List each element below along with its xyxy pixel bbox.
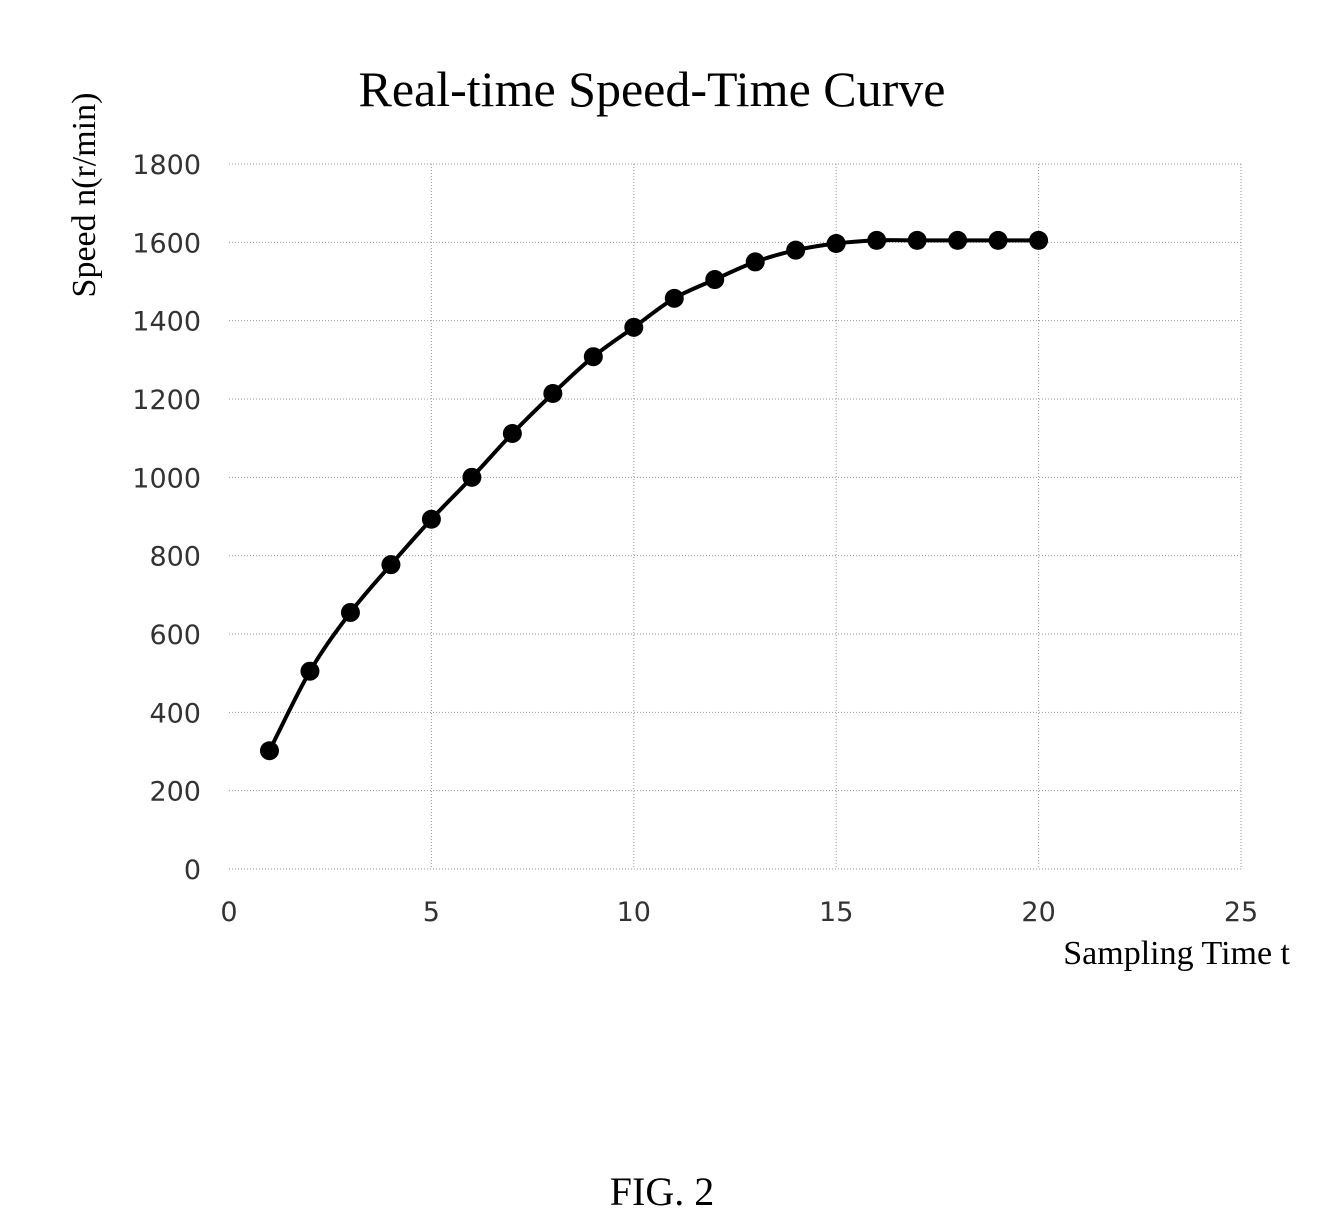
- data-point: [705, 270, 725, 290]
- data-point: [624, 317, 644, 337]
- x-tick-label: 5: [423, 897, 440, 928]
- data-point: [826, 234, 846, 254]
- speed-series-line: [267, 238, 1039, 752]
- data-point: [786, 240, 806, 260]
- y-axis-label: Speed n(r/min): [66, 93, 103, 298]
- y-tick-label: 1200: [132, 385, 201, 416]
- y-tick-label: 1600: [132, 228, 201, 259]
- x-tick-label: 10: [617, 897, 651, 928]
- data-point: [259, 741, 279, 761]
- y-tick-label: 200: [149, 777, 201, 808]
- y-tick-label: 400: [149, 698, 201, 729]
- data-point: [745, 252, 765, 272]
- y-tick-label: 600: [149, 620, 201, 651]
- x-tick-label: 0: [220, 897, 237, 928]
- data-point: [988, 230, 1008, 250]
- y-tick-label: 1800: [132, 150, 201, 181]
- series-layer: [267, 238, 1039, 752]
- data-point: [300, 661, 320, 681]
- y-tick-label: 800: [149, 542, 201, 573]
- x-tick-label: 15: [819, 897, 853, 928]
- data-point: [340, 602, 360, 622]
- data-point: [502, 423, 522, 443]
- y-tick-label: 1000: [132, 463, 201, 494]
- grid: [229, 163, 1242, 870]
- data-point: [1029, 230, 1049, 250]
- x-axis-label: Sampling Time t: [1063, 935, 1290, 972]
- data-point: [948, 230, 968, 250]
- y-tick-label: 0: [184, 855, 201, 886]
- y-tick-label: 1400: [132, 307, 201, 338]
- data-point: [462, 467, 482, 487]
- data-point: [583, 347, 603, 367]
- data-point: [543, 384, 563, 404]
- data-point: [381, 555, 401, 575]
- x-tick-label: 20: [1021, 897, 1055, 928]
- chart-title: Real-time Speed-Time Curve: [359, 61, 946, 117]
- data-point: [907, 230, 927, 250]
- x-tick-label: 25: [1224, 897, 1258, 928]
- figure-caption: FIG. 2: [610, 1169, 714, 1214]
- axis-ticks: 0 200 400 600 800 1000 1200 1400 1600 1800 0 5 10 15 2…: [132, 150, 1258, 928]
- data-point: [421, 509, 441, 529]
- data-point: [867, 230, 887, 250]
- data-point: [664, 288, 684, 308]
- data-points: [259, 230, 1049, 761]
